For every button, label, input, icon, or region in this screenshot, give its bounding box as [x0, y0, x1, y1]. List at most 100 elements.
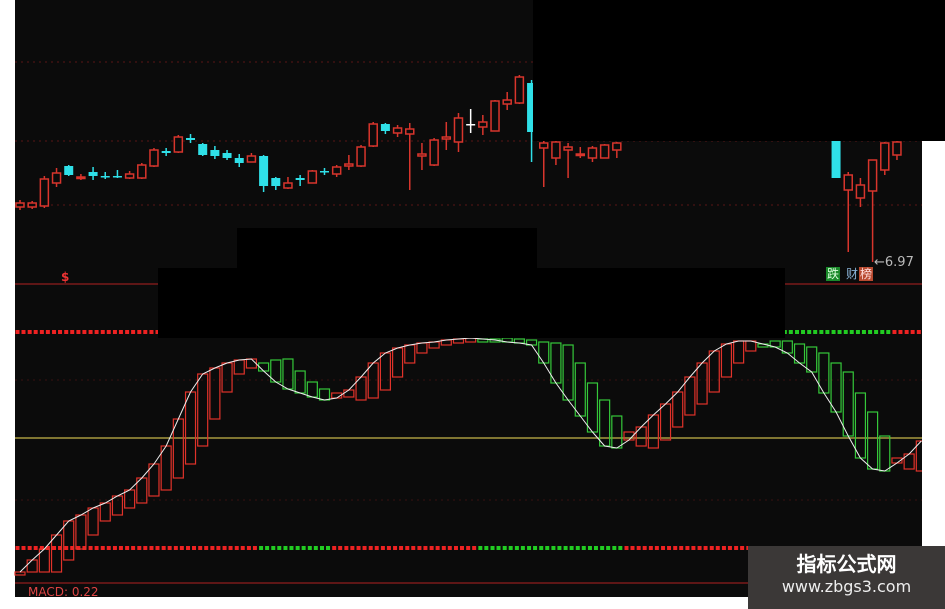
mask-box — [533, 0, 945, 141]
band-dot — [33, 546, 38, 550]
rank-tag: 榜 — [859, 267, 874, 281]
band-dot — [283, 546, 288, 550]
band-dot — [27, 330, 32, 334]
dollar-marker: $ — [61, 270, 70, 284]
band-dot — [271, 546, 276, 550]
candle-body — [27, 202, 37, 208]
band-dot — [563, 546, 568, 550]
band-dot — [788, 330, 793, 334]
band-dot — [100, 330, 105, 334]
band-dot — [332, 546, 337, 550]
band-dot — [539, 546, 544, 550]
candle-body — [514, 76, 525, 104]
band-dot — [320, 546, 324, 550]
band-dot — [58, 546, 63, 550]
band-dot — [490, 546, 495, 550]
candle-body — [271, 178, 281, 186]
band-dot — [825, 330, 830, 334]
band-dot — [265, 546, 270, 550]
candle — [417, 143, 427, 170]
band-dot — [819, 330, 824, 334]
band-dot — [82, 330, 87, 334]
candle-body — [100, 176, 110, 178]
low-price-marker: ←6.97 — [874, 255, 914, 270]
candle-body — [392, 127, 403, 134]
candle-body — [538, 142, 549, 149]
candle-body — [429, 139, 439, 166]
candle-body — [466, 124, 476, 126]
candle — [392, 125, 403, 137]
candle-body — [210, 150, 220, 156]
fall-tag: 跌 — [826, 267, 841, 281]
candle — [76, 174, 86, 180]
band-dot — [508, 546, 513, 550]
finance-tag: 财 — [846, 267, 859, 281]
band-dot — [368, 546, 373, 550]
band-dot — [58, 330, 63, 334]
candle-body — [76, 176, 86, 180]
band-dot — [606, 546, 611, 550]
band-dot — [435, 546, 440, 550]
band-dot — [143, 546, 148, 550]
band-dot — [45, 330, 50, 334]
band-dot — [259, 546, 264, 550]
candle-body — [478, 121, 488, 128]
band-dot — [143, 330, 148, 334]
band-dot — [813, 330, 818, 334]
band-dot — [648, 546, 653, 550]
candle — [466, 109, 476, 133]
candle — [380, 123, 390, 134]
band-dot — [88, 546, 93, 550]
candle-body — [527, 83, 537, 132]
candle-body — [380, 124, 390, 131]
band-dot — [429, 546, 434, 550]
band-dot — [557, 546, 562, 550]
candle-body — [234, 158, 244, 163]
band-dot — [441, 546, 446, 550]
band-dot — [21, 546, 26, 550]
band-dot — [356, 546, 361, 550]
candle — [210, 146, 220, 159]
band-dot — [374, 546, 379, 550]
candle-body — [161, 151, 171, 153]
band-dot — [453, 546, 458, 550]
candle — [563, 143, 573, 178]
band-dot — [338, 546, 343, 550]
candle-body — [124, 173, 135, 179]
band-dot — [252, 546, 257, 550]
band-dot — [234, 546, 239, 550]
band-dot — [600, 546, 605, 550]
candle-body — [149, 149, 159, 167]
band-dot — [149, 546, 154, 550]
candle — [831, 141, 841, 178]
band-dot — [386, 546, 391, 550]
candle — [855, 178, 866, 207]
candle — [88, 167, 98, 180]
band-dot — [673, 546, 678, 550]
candle — [198, 143, 208, 156]
band-dot — [618, 546, 623, 550]
band-dot — [569, 546, 574, 550]
band-dot — [807, 330, 812, 334]
band-dot — [106, 546, 111, 550]
band-dot — [721, 546, 726, 550]
band-dot — [186, 546, 191, 550]
band-dot — [795, 330, 800, 334]
band-dot — [118, 330, 123, 334]
candle — [246, 153, 257, 163]
band-dot — [380, 546, 385, 550]
candle-body — [855, 184, 866, 199]
band-dot — [740, 546, 745, 550]
band-dot — [350, 546, 355, 550]
candle-body — [551, 141, 561, 159]
candle — [259, 155, 269, 192]
band-dot — [295, 546, 300, 550]
watermark-url: www.zbgs3.com — [781, 577, 912, 596]
band-dot — [112, 330, 117, 334]
band-dot — [393, 546, 398, 550]
band-dot — [484, 546, 489, 550]
candle-body — [259, 156, 269, 186]
band-dot — [612, 546, 617, 550]
band-dot — [691, 546, 696, 550]
